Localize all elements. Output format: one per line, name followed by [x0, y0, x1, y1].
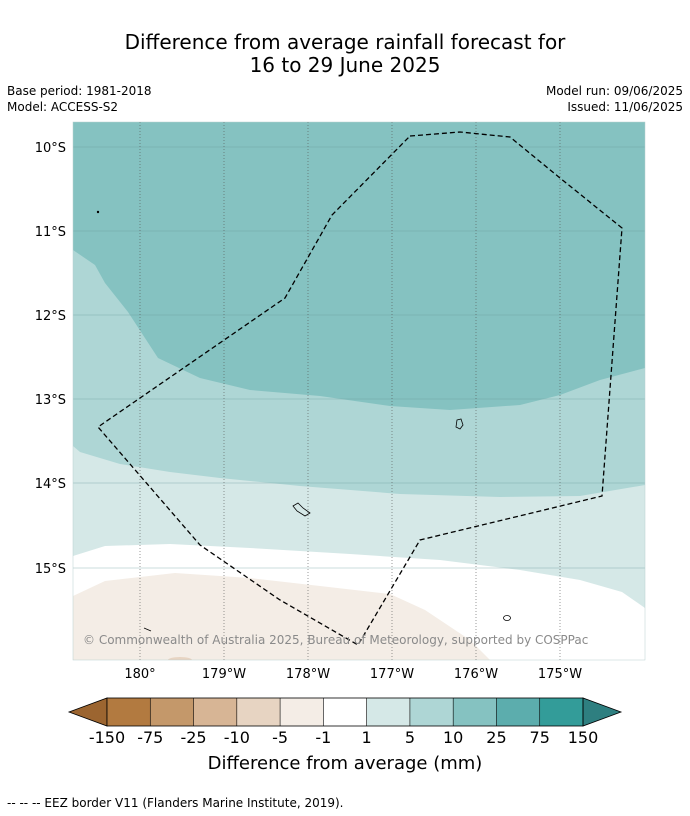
model-name: Model: ACCESS-S2 [7, 100, 119, 114]
colorbar-segment [150, 698, 194, 726]
colorbar-tick-label: -150 [88, 728, 126, 747]
copyright-credit: © Commonwealth of Australia 2025, Bureau… [83, 633, 589, 647]
colorbar-tick-label: -5 [272, 728, 289, 747]
colorbar-title: Difference from average (mm) [207, 753, 483, 774]
islands [96, 210, 511, 632]
colorbar-tick-label: 75 [529, 728, 550, 747]
colorbar-segment [193, 698, 237, 726]
dry-patch [168, 657, 192, 660]
band-dry-5 [73, 573, 490, 660]
lon-label: 176°W [454, 667, 498, 682]
colorbar-tick-label: 5 [404, 728, 415, 747]
colorbar-tick-label: -1 [315, 728, 332, 747]
island-marker-2 [292, 502, 311, 517]
lat-label: 14°S [35, 477, 66, 492]
colorbar-tick-label: -75 [137, 728, 164, 747]
title-line-1: Difference from average rainfall forecas… [124, 30, 566, 54]
colorbar-tick-label: 150 [567, 728, 599, 747]
colorbar [67, 697, 623, 727]
lat-axis: 10°S 11°S 12°S 13°S 14°S 15°S [35, 141, 66, 577]
lon-axis: 180° 179°W 178°W 177°W 176°W 175°W [124, 667, 582, 682]
lat-label: 13°S [35, 393, 66, 408]
map-area [73, 122, 645, 660]
colorbar-segment [496, 698, 540, 726]
lat-label: 15°S [35, 562, 66, 577]
colorbar-segment [236, 698, 281, 726]
lon-label: 179°W [202, 667, 246, 682]
colorbar-extend-low [67, 697, 108, 727]
colorbar-segment [323, 698, 367, 726]
model-run: Model run: 09/06/2025 [545, 84, 683, 98]
colorbar-segment [453, 698, 497, 726]
colorbar-segment [366, 698, 410, 726]
graticule-lat [73, 146, 645, 569]
island-marker-5 [96, 210, 100, 214]
meta-left: Base period: 1981-2018 Model: ACCESS-S2 [7, 83, 152, 115]
colorbar-segment [107, 698, 151, 726]
band-25-75 [73, 122, 645, 410]
colorbar-segment [539, 698, 583, 726]
eez-border [97, 131, 623, 646]
colorbar-tick-label: 25 [486, 728, 507, 747]
colorbar-tick-label: 10 [442, 728, 464, 747]
colorbar-segment [409, 698, 454, 726]
lon-label: 180° [124, 667, 155, 682]
colorbar-segment [280, 698, 324, 726]
rainfall-map: 10°S 11°S 12°S 13°S 14°S 15°S 180° 179°W… [35, 121, 646, 727]
colorbar-tick-label: -10 [223, 728, 250, 747]
island-marker-3 [503, 615, 511, 621]
lat-label: 12°S [35, 309, 66, 324]
colorbar-tick-label: -25 [180, 728, 207, 747]
lat-label: 10°S [35, 141, 66, 156]
lon-label: 178°W [286, 667, 330, 682]
lon-label: 177°W [370, 667, 414, 682]
lat-label: 11°S [35, 225, 66, 240]
colorbar-extend-high [582, 697, 623, 727]
title-line-2: 16 to 29 June 2025 [249, 53, 441, 77]
base-period: Base period: 1981-2018 [7, 84, 152, 98]
map-frame [72, 121, 646, 661]
colorbar-outline [106, 697, 584, 727]
eez-footnote: -- -- -- EEZ border V11 (Flanders Marine… [7, 796, 344, 810]
island-marker-4 [143, 627, 152, 632]
colorbar-tick-label: 1 [361, 728, 372, 747]
island-marker-1 [455, 418, 464, 430]
lon-label: 175°W [538, 667, 582, 682]
meta-right: Model run: 09/06/2025 Issued: 11/06/2025 [546, 83, 683, 115]
map-title: Difference from average rainfall forecas… [0, 31, 690, 77]
issued-date: Issued: 11/06/2025 [567, 100, 683, 114]
